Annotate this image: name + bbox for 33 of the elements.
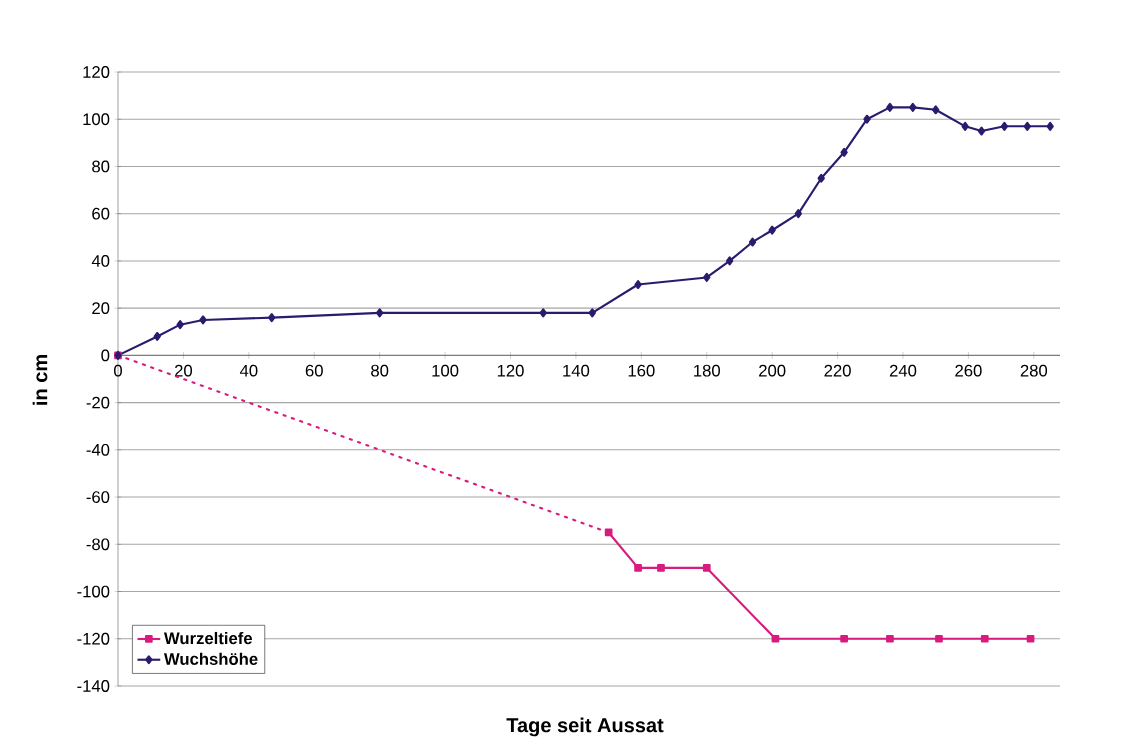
y-tick-label: 80: [92, 160, 110, 173]
x-tick-label: 100: [432, 364, 459, 377]
x-tick-label: 0: [114, 364, 122, 377]
x-tick-label: 260: [955, 364, 982, 377]
x-tick-label: 220: [824, 364, 851, 377]
y-axis-title: in cm: [32, 355, 48, 405]
y-tick-label: 100: [83, 113, 110, 126]
y-tick-label: -20: [86, 396, 110, 409]
x-tick-label: 120: [497, 364, 524, 377]
x-tick-label: 20: [174, 364, 193, 377]
y-tick-label: -120: [77, 632, 110, 645]
y-tick-label: -60: [86, 491, 110, 503]
legend-label: Wuchshöhe: [163, 652, 258, 665]
x-tick-label: 80: [371, 364, 389, 377]
y-tick-label: 60: [92, 207, 110, 220]
y-tick-label: -140: [77, 680, 110, 692]
x-axis-title: Tage seit Aussat: [506, 717, 664, 737]
x-tick-label: 140: [563, 364, 590, 377]
x-tick-label: 40: [239, 364, 258, 377]
y-tick-label: 0: [101, 349, 110, 362]
y-tick-label: 40: [91, 255, 110, 267]
y-tick-label: -80: [86, 538, 110, 551]
x-tick-label: 180: [694, 364, 720, 377]
x-tick-label: 240: [889, 364, 917, 377]
x-tick-label: 200: [759, 364, 786, 377]
x-tick-label: 60: [305, 364, 323, 377]
y-tick-label: -100: [77, 585, 110, 598]
y-tick-label: -40: [86, 443, 110, 456]
x-tick-label: 280: [1020, 364, 1048, 377]
legend-label: Wurzeltiefe: [163, 631, 252, 645]
y-tick-label: 120: [83, 66, 110, 78]
y-tick-label: 20: [92, 302, 110, 315]
x-tick-label: 160: [628, 364, 655, 377]
